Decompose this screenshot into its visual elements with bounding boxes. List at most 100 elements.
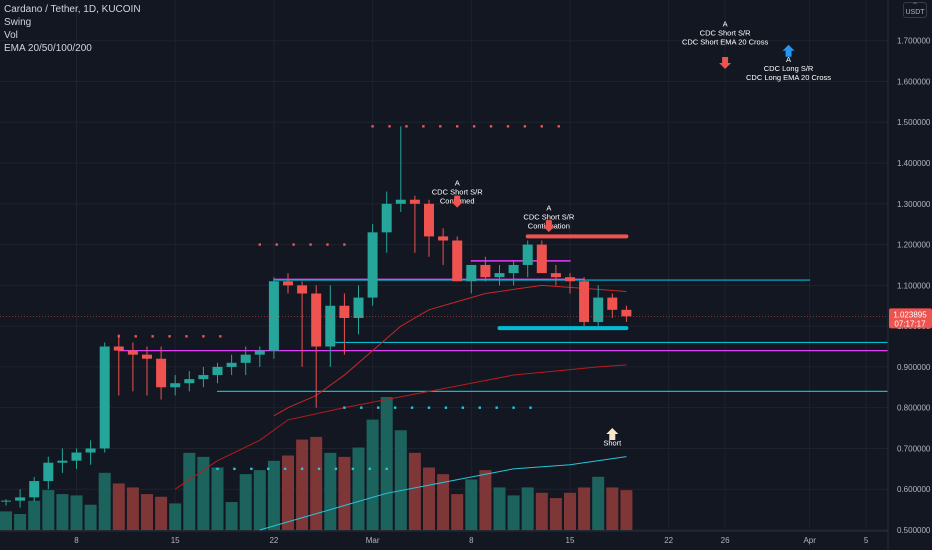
x-tick-label: Mar [366, 536, 380, 545]
volume-bar [338, 456, 351, 530]
volume-bars [0, 397, 633, 530]
swing-dot [512, 406, 515, 409]
swing-dot [283, 467, 287, 471]
candle-body [438, 236, 449, 241]
candle-body [311, 293, 322, 347]
volume-bar [253, 470, 266, 530]
candle-body [212, 366, 223, 376]
swing-dot [300, 467, 304, 471]
candle-body [522, 244, 533, 265]
annotation-text: CDC Short S/R [432, 187, 483, 196]
volume-bar [84, 504, 97, 530]
price-tag-value: 1.023895 [893, 310, 927, 319]
candle-body [184, 379, 195, 384]
swing-dot [422, 125, 425, 128]
candle-body [85, 448, 96, 453]
price-axis[interactable]: 0.500000 0.600000 0.700000 0.800000 0.900000… [887, 0, 931, 550]
x-tick-label: 5 [864, 536, 869, 545]
swing-dot [461, 406, 465, 409]
volume-bar [267, 460, 280, 530]
candle-body [424, 203, 434, 237]
ema-line-fast [273, 284, 627, 417]
swing-dot [410, 406, 414, 409]
volume-bar [380, 397, 393, 530]
swing-dot [388, 125, 391, 128]
volume-bar [493, 487, 506, 530]
candle-body [579, 281, 590, 323]
swing-dot [557, 125, 560, 128]
arrow-down-icon [451, 195, 464, 208]
candle-body [71, 452, 82, 461]
volume-bar [549, 498, 562, 530]
swing-dot [360, 406, 363, 409]
volume-bar [451, 494, 464, 530]
candlesticks [1, 126, 632, 508]
swing-dot [202, 335, 205, 338]
volume-bar [14, 514, 27, 530]
swing-dot [385, 467, 388, 471]
time-axis[interactable]: 8 15 22 Mar 8 15 22 26 Apr 5 [0, 530, 888, 545]
swing-dot [343, 406, 346, 409]
volume-bar [437, 474, 450, 530]
swing-dot [343, 243, 346, 246]
swing-dot [456, 125, 459, 128]
volume-bar [521, 487, 534, 530]
candle-body [607, 297, 618, 310]
currency-button[interactable]: ⌃ USDT [903, 2, 927, 18]
y-tick-label: 1.600000 [897, 77, 931, 86]
indicator-ema[interactable]: EMA 20/50/100/200 [4, 43, 92, 54]
currency-label: USDT [905, 9, 925, 16]
price-tag-countdown: 07:17:17 [894, 319, 926, 328]
candle-body [395, 199, 406, 204]
volume-bar [112, 483, 125, 530]
x-tick-label: 26 [721, 536, 730, 545]
swing-dot [540, 125, 543, 128]
annotation-text: Short [603, 439, 622, 448]
candle-body [621, 309, 632, 317]
y-tick-label: 0.600000 [897, 485, 931, 494]
volume-bar [56, 494, 69, 530]
y-tick-label: 0.700000 [897, 444, 931, 453]
volume-bar [197, 456, 210, 530]
swing-dots [117, 125, 560, 471]
volume-bar [169, 503, 182, 530]
arrow-down-icon [542, 220, 555, 233]
volume-bar [42, 490, 55, 530]
y-tick-label: 1.300000 [897, 200, 931, 209]
annotation-text: A [723, 19, 728, 28]
volume-bar [282, 455, 294, 530]
y-tick-label: 0.500000 [897, 526, 931, 535]
y-tick-label: 0.900000 [897, 363, 931, 372]
candle-body [142, 354, 152, 359]
annotation-text: CDC Short S/R [700, 28, 751, 37]
indicator-swing[interactable]: Swing [4, 17, 32, 28]
y-tick-label: 0.800000 [897, 404, 931, 413]
volume-bar [98, 472, 111, 530]
candle-body [565, 277, 575, 282]
swing-dot [219, 335, 222, 338]
swing-dot [472, 125, 476, 128]
swing-dot [377, 406, 380, 409]
y-tick-label: 1.200000 [897, 241, 931, 250]
y-tick-label: 1.400000 [897, 159, 931, 168]
candle-body [381, 203, 392, 233]
swing-dot [393, 406, 397, 409]
candle-body [367, 232, 378, 298]
symbol-title[interactable]: Cardano / Tether, 1D, KUCOIN [4, 4, 141, 15]
volume-bar [155, 496, 168, 530]
candle-body [550, 273, 561, 278]
swing-dot [489, 125, 493, 128]
volume-bar [564, 492, 576, 530]
volume-bar [239, 474, 252, 530]
candle-body [409, 199, 420, 204]
swing-dot [405, 125, 408, 128]
annotation-text: A [546, 204, 551, 213]
swing-dot [351, 467, 355, 471]
ema-lines [174, 284, 627, 531]
candle-body [297, 285, 308, 294]
candle-body [156, 358, 167, 388]
candle-body [268, 281, 279, 351]
indicator-vol[interactable]: Vol [4, 30, 18, 41]
